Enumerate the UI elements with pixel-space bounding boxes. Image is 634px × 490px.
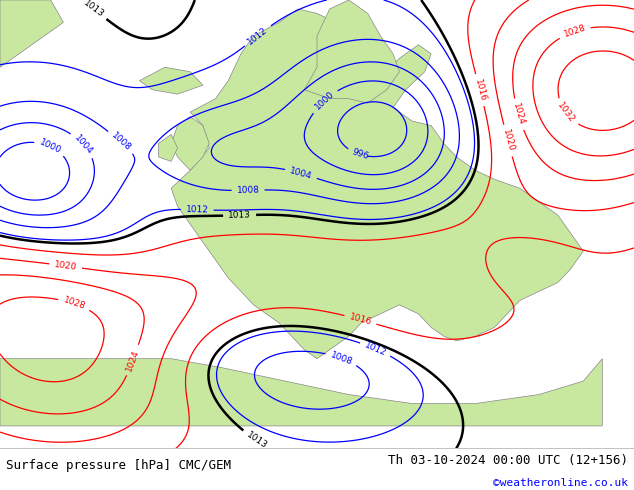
Text: 1028: 1028: [62, 296, 86, 312]
Text: 1008: 1008: [329, 350, 354, 367]
Text: 1012: 1012: [363, 340, 388, 358]
Polygon shape: [0, 0, 63, 67]
Text: 1004: 1004: [72, 133, 94, 156]
Text: 1000: 1000: [313, 90, 336, 112]
Text: 1032: 1032: [555, 101, 576, 125]
Text: ©weatheronline.co.uk: ©weatheronline.co.uk: [493, 477, 628, 488]
Text: 1016: 1016: [473, 78, 487, 102]
Polygon shape: [139, 67, 203, 94]
Text: 1024: 1024: [125, 348, 141, 372]
Text: 1020: 1020: [54, 260, 77, 272]
Text: 1000: 1000: [38, 137, 63, 155]
Text: 1020: 1020: [501, 128, 515, 153]
Text: 1012: 1012: [246, 25, 269, 46]
Text: 1004: 1004: [289, 166, 313, 181]
Text: 1024: 1024: [511, 102, 526, 126]
Text: 1016: 1016: [348, 313, 373, 327]
Text: 1008: 1008: [236, 186, 260, 195]
Text: 1013: 1013: [81, 0, 105, 20]
Polygon shape: [0, 359, 602, 426]
Polygon shape: [304, 0, 399, 103]
Text: 1013: 1013: [245, 430, 269, 450]
Text: 1028: 1028: [562, 24, 587, 39]
Polygon shape: [158, 135, 178, 161]
Polygon shape: [171, 117, 209, 171]
Text: 1008: 1008: [109, 131, 133, 153]
Text: Surface pressure [hPa] CMC/GEM: Surface pressure [hPa] CMC/GEM: [6, 459, 231, 471]
Text: 1013: 1013: [228, 211, 251, 220]
Text: 1012: 1012: [186, 205, 209, 215]
Polygon shape: [171, 9, 583, 359]
Text: 996: 996: [351, 147, 370, 162]
Text: Th 03-10-2024 00:00 UTC (12+156): Th 03-10-2024 00:00 UTC (12+156): [387, 454, 628, 466]
